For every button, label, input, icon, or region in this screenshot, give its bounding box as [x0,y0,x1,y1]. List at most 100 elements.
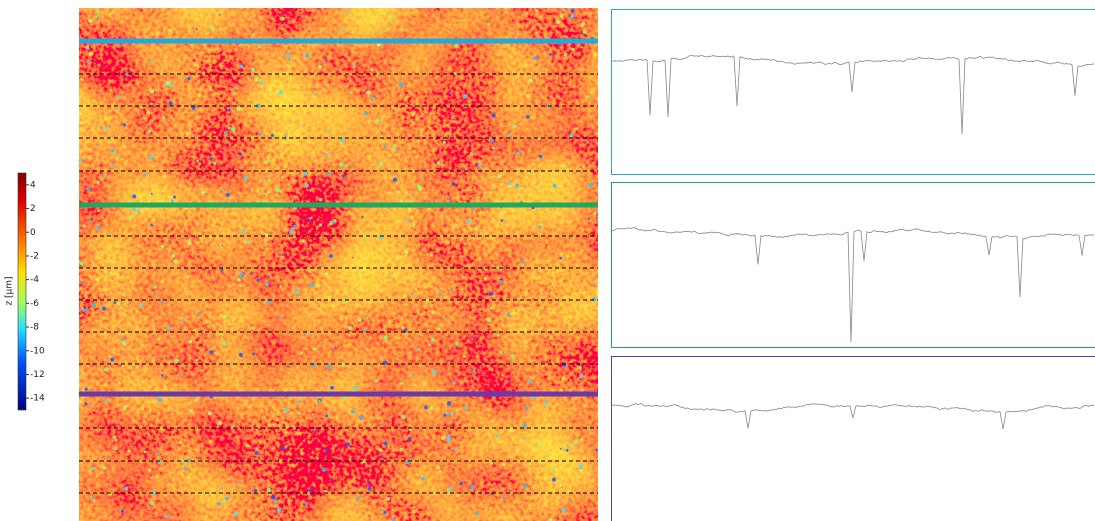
speckle [265,282,269,287]
speckle [119,274,122,277]
profile-trace [612,402,1095,430]
speckle [454,341,460,346]
speckle [366,90,371,95]
profile-trace [611,54,1095,135]
speckle [187,76,191,81]
speckle [160,300,164,303]
speckle [528,462,531,465]
speckle [220,336,223,340]
surface [79,8,598,521]
speckle [537,137,541,141]
speckle [593,211,597,216]
speckle [357,317,362,322]
speckle [454,225,457,228]
speckle [160,373,164,377]
speckle [255,151,258,153]
speckle [489,138,494,143]
speckle [230,360,233,363]
speckle [292,224,297,229]
speckle [447,361,450,364]
speckle [329,254,333,258]
speckle [477,162,482,167]
speckle [491,188,494,191]
speckle [509,428,514,433]
speckle [412,510,416,514]
speckle [436,466,440,470]
speckle [178,59,181,62]
speckle [149,455,152,457]
speckle [430,253,434,257]
speckle [411,374,414,377]
speckle [396,358,399,361]
speckle [151,490,156,495]
speckle [259,254,262,257]
speckle [197,457,200,460]
speckle [559,388,563,393]
speckle [570,8,575,13]
speckle [537,442,542,447]
speckle [225,131,229,135]
speckle [406,218,410,222]
speckle [181,473,184,476]
speckle [566,254,570,259]
speckle [402,329,407,334]
speckle [381,175,383,178]
speckle [544,401,548,405]
speckle [411,293,414,296]
speckle [127,449,131,453]
speckle [239,273,244,278]
speckle [327,365,332,370]
speckle [273,502,276,504]
speckle [347,325,352,330]
speckle [309,270,312,273]
speckle [447,412,451,416]
speckle [353,386,358,391]
speckle [288,371,291,374]
speckle [382,115,385,118]
speckle [398,82,404,87]
speckle [566,445,569,448]
speckle [462,354,466,359]
speckle [120,509,125,513]
speckle [496,333,500,337]
speckle [187,476,190,479]
speckle [522,220,526,224]
speckle [442,140,446,145]
speckle [563,52,568,57]
speckle [122,405,128,410]
speckle [412,222,416,226]
speckle [392,273,397,277]
speckle [531,172,534,174]
speckle [112,435,117,439]
speckle [197,93,202,98]
speckle [137,382,139,385]
speckle [197,312,201,316]
speckle [263,194,265,197]
speckle [351,31,354,34]
speckle [195,28,198,31]
speckle [418,482,421,485]
speckle [297,400,300,404]
profile-panel [611,9,1095,175]
speckle [117,95,121,99]
speckle [380,455,384,458]
speckle [565,449,569,452]
speckle [410,314,413,317]
speckle [105,470,107,472]
speckle [526,114,530,119]
speckle [331,297,333,299]
speckle [180,318,184,322]
speckle [522,423,527,428]
speckle [88,497,91,500]
speckle [331,219,335,223]
speckle [311,363,316,368]
speckle [91,467,95,471]
speckle [432,369,437,374]
speckle [448,486,453,491]
speckle [440,435,446,441]
speckle [309,189,312,192]
speckle [538,190,540,192]
speckle [233,87,237,90]
speckle [430,337,435,342]
speckle [148,155,153,160]
